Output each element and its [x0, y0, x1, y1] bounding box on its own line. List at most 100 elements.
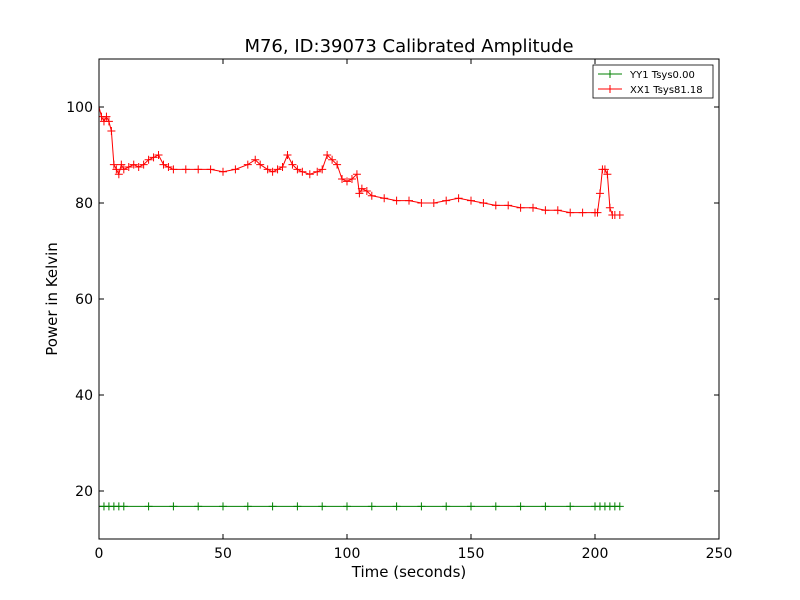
- y-axis-title: Power in Kelvin: [43, 242, 61, 356]
- y-tick-label: 20: [75, 484, 93, 500]
- data-point: [124, 163, 133, 171]
- data-point: [268, 502, 277, 511]
- legend-marker-yy1: [606, 70, 614, 78]
- series-yy1: [99, 502, 624, 511]
- data-point: [600, 165, 609, 174]
- data-point: [194, 165, 203, 174]
- data-point: [367, 502, 376, 511]
- x-tick-label: 100: [334, 546, 361, 562]
- data-point: [231, 165, 240, 174]
- plot-frame: [98, 58, 720, 540]
- data-point: [323, 151, 332, 159]
- data-point: [112, 165, 121, 174]
- data-point: [102, 112, 111, 121]
- data-point: [169, 502, 178, 511]
- data-point: [491, 502, 500, 511]
- data-point: [442, 502, 451, 511]
- legend-label-yy1: YY1 Tsys0.00: [629, 70, 695, 81]
- data-point: [181, 165, 190, 174]
- data-point: [355, 189, 364, 198]
- data-point: [454, 194, 463, 203]
- ticks-layer: 0 50 100 150 200 250 20 40 60 80 100: [66, 59, 732, 562]
- data-point: [154, 151, 163, 159]
- data-point: [333, 160, 342, 169]
- data-point: [144, 502, 153, 511]
- x-axis-title: Time (seconds): [351, 563, 467, 581]
- x-tick-label: 250: [706, 546, 733, 562]
- chart-title: M76, ID:39073 Calibrated Amplitude: [244, 36, 573, 57]
- x-tick-label: 50: [214, 546, 232, 562]
- data-point: [243, 160, 252, 169]
- data-point: [104, 117, 113, 126]
- data-point: [305, 170, 314, 179]
- legend: YY1 Tsys0.00 XX1 Tsys81.18: [592, 64, 714, 99]
- x-tick-label: 200: [582, 546, 609, 562]
- data-point: [318, 165, 327, 174]
- data-point: [566, 208, 575, 217]
- data-point: [491, 201, 500, 210]
- y-tick-label: 100: [66, 100, 93, 116]
- data-point: [144, 155, 153, 164]
- data-point: [516, 502, 525, 511]
- data-point: [263, 165, 272, 174]
- data-point: [566, 502, 575, 511]
- data-point: [429, 199, 438, 207]
- data-point: [139, 160, 148, 169]
- data-point: [169, 165, 178, 174]
- data-point: [119, 165, 128, 174]
- data-point: [467, 196, 475, 205]
- data-point: [251, 155, 260, 164]
- data-point: [318, 502, 327, 511]
- data-point: [159, 160, 168, 169]
- data-point: [243, 502, 252, 511]
- data-point: [343, 502, 351, 511]
- data-point: [417, 502, 426, 511]
- x-tick-label: 150: [458, 546, 485, 562]
- y-tick-label: 40: [75, 388, 93, 404]
- data-point: [516, 203, 525, 212]
- data-point: [595, 189, 604, 198]
- legend-marker-xx1: [606, 85, 614, 93]
- data-point: [268, 167, 277, 176]
- data-point: [206, 165, 215, 174]
- data-point: [603, 170, 612, 179]
- data-point: [117, 160, 126, 169]
- data-point: [293, 165, 302, 174]
- data-point: [164, 163, 173, 171]
- data-point: [357, 184, 366, 193]
- data-point: [553, 206, 562, 215]
- data-point: [541, 502, 550, 511]
- y-tick-label: 60: [75, 292, 93, 308]
- x-tick-label: 0: [95, 546, 104, 562]
- data-point: [529, 203, 537, 212]
- data-point: [615, 502, 624, 511]
- data-point: [328, 155, 337, 164]
- data-point: [442, 196, 451, 205]
- data-point: [119, 502, 128, 511]
- data-point: [541, 206, 550, 215]
- data-point: [343, 177, 351, 186]
- data-point: [352, 170, 361, 179]
- data-point: [605, 203, 614, 212]
- data-point: [273, 165, 282, 174]
- data-point: [392, 196, 401, 205]
- data-point: [479, 199, 488, 207]
- series-xx1: [99, 103, 624, 219]
- data-point: [107, 127, 116, 135]
- data-point: [417, 199, 426, 207]
- data-point: [347, 175, 356, 183]
- data-point: [194, 502, 203, 511]
- data-point: [219, 502, 227, 511]
- data-point: [467, 502, 475, 511]
- data-point: [362, 187, 371, 195]
- data-point: [380, 194, 389, 203]
- series-layer: [99, 103, 624, 511]
- data-point: [149, 153, 158, 162]
- data-point: [219, 167, 227, 176]
- data-point: [298, 167, 307, 176]
- data-point: [504, 201, 513, 210]
- data-point: [338, 175, 347, 183]
- data-point: [313, 167, 322, 176]
- data-point: [129, 160, 138, 169]
